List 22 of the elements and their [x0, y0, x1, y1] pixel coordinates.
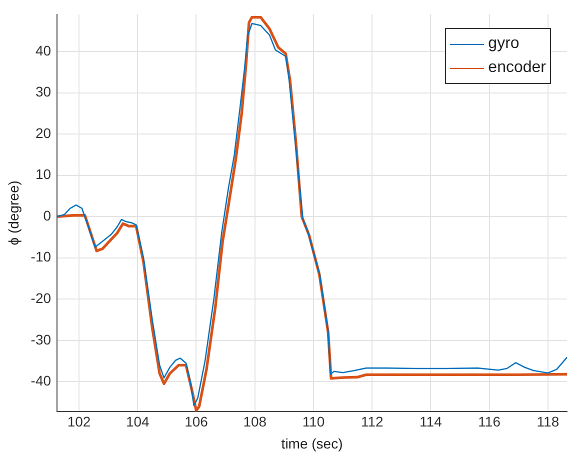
x-tick-label: 112 [360, 414, 384, 430]
y-tick-label: 30 [35, 84, 52, 100]
x-tick-label: 110 [302, 414, 325, 430]
x-tick-label: 104 [126, 414, 150, 430]
y-axis-title: ϕ (degree) [5, 180, 22, 246]
x-tick-label: 108 [243, 414, 267, 430]
y-tick-label: -40 [30, 372, 52, 389]
x-tick-label: 106 [184, 414, 208, 430]
y-tick-label: 20 [35, 124, 52, 141]
y-tick-label: -10 [30, 248, 52, 265]
y-tick-label: -30 [30, 331, 52, 348]
y-tick-label: 0 [43, 207, 52, 224]
y-tick-label: -20 [30, 290, 52, 306]
y-tick-label: 40 [35, 42, 52, 58]
x-tick-label: 102 [67, 414, 91, 430]
legend-label: gyro [488, 35, 520, 54]
x-tick-label: 118 [536, 414, 560, 430]
y-tick-label: 10 [35, 166, 52, 182]
x-axis-title: time (sec) [281, 435, 343, 452]
legend-label: encoder [488, 59, 546, 78]
x-tick-label: 114 [420, 414, 442, 430]
x-tick-label: 116 [478, 414, 501, 430]
